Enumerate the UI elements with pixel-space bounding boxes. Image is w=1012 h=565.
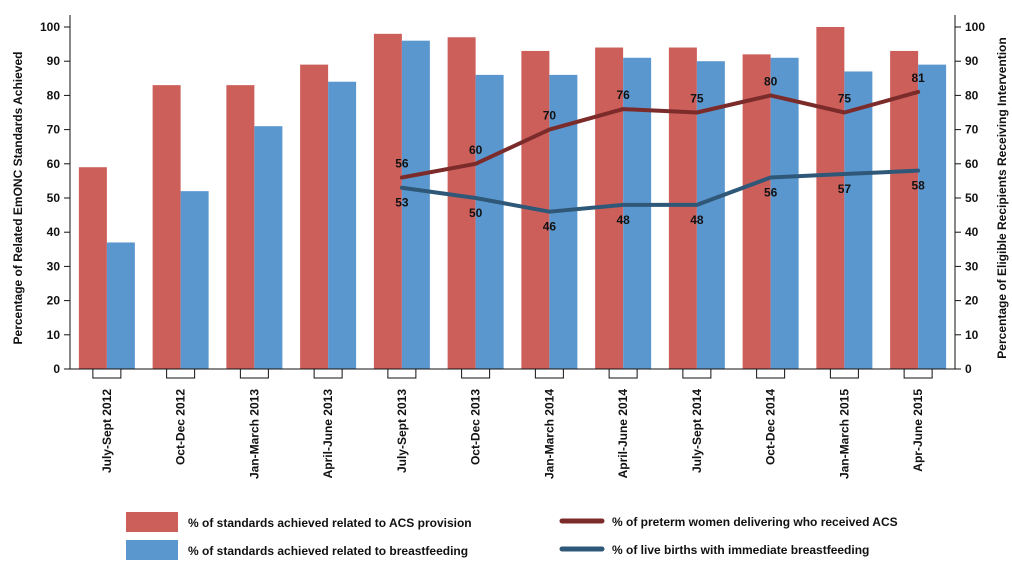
breastfeeding-standards-bar: [180, 191, 209, 369]
category-label: Oct-Dec 2013: [469, 389, 483, 465]
legend-breastfeeding-standards-swatch: [126, 540, 178, 560]
category-tick-bracket: [829, 369, 859, 379]
acs-received-line: [399, 89, 921, 180]
category-tick-bracket: [756, 369, 786, 379]
right-tick-label: 70: [965, 123, 979, 137]
acs-standards-bar: [300, 64, 329, 370]
category-label: Jan-March 2013: [247, 389, 261, 479]
left-tick-label: 100: [40, 20, 60, 34]
breastfeeding-data-label: 48: [616, 213, 630, 227]
acs-received-data-label: 76: [616, 88, 630, 102]
breastfeeding-standards-bar: [401, 40, 430, 370]
category-tick-bracket: [387, 369, 417, 379]
category-tick-bracket: [608, 369, 638, 379]
breastfeeding-standards-bar: [475, 74, 504, 369]
category-label: July-Sept 2012: [100, 389, 114, 473]
acs-standards-bar: [742, 54, 771, 370]
left-tick-label: 10: [47, 328, 61, 342]
right-tick-label: 50: [965, 191, 979, 205]
breastfeeding-standards-bar: [770, 57, 799, 369]
acs-standards-bar: [373, 33, 402, 370]
right-tick-label: 90: [965, 54, 979, 68]
left-tick-label: 0: [53, 362, 60, 376]
legend: % of standards achieved related to ACS p…: [126, 512, 898, 560]
left-tick-label: 60: [47, 157, 61, 171]
category-tick-bracket: [682, 369, 712, 379]
lines-layer: [399, 89, 921, 214]
breastfeeding-data-label: 48: [690, 213, 704, 227]
acs-standards-bar: [226, 85, 255, 369]
right-tick-label: 0: [965, 362, 972, 376]
category-label: Oct-Dec 2014: [764, 389, 778, 465]
left-tick-label: 30: [47, 259, 61, 273]
left-tick-label: 80: [47, 88, 61, 102]
left-tick-label: 50: [47, 191, 61, 205]
breastfeeding-data-label: 53: [395, 196, 409, 210]
acs-standards-bar: [816, 27, 845, 369]
right-tick-label: 20: [965, 294, 979, 308]
category-label: July-Sept 2014: [690, 389, 704, 473]
category-tick-bracket: [166, 369, 196, 379]
legend-acs-standards-swatch: [126, 512, 178, 532]
breastfeeding-standards-bar: [106, 242, 135, 369]
category-label: Oct-Dec 2012: [174, 389, 188, 465]
right-tick-label: 60: [965, 157, 979, 171]
breastfeeding-standards-bar: [328, 81, 357, 369]
right-tick-label: 10: [965, 328, 979, 342]
breastfeeding-standards-bar: [844, 71, 873, 370]
category-label: July-Sept 2013: [395, 389, 409, 473]
left-tick-label: 90: [47, 54, 61, 68]
category-label: Jan-March 2014: [542, 389, 556, 479]
category-tick-bracket: [92, 369, 122, 379]
right-tick-label: 40: [965, 225, 979, 239]
breastfeeding-data-label: 58: [911, 179, 925, 193]
y2-axis-title: Percentage of Eligible Recipients Receiv…: [995, 37, 1009, 358]
acs-received-data-label: 60: [469, 143, 483, 157]
category-label: April-June 2014: [616, 389, 630, 479]
acs-received-data-label: 81: [911, 71, 925, 85]
category-tick-bracket: [239, 369, 269, 379]
category-tick-bracket: [903, 369, 933, 379]
breastfeeding-data-label: 50: [469, 206, 483, 220]
breastfeeding-standards-bar: [254, 126, 283, 370]
breastfeeding-data-label: 56: [764, 185, 778, 199]
legend-breastfeeding-standards-label: % of standards achieved related to breas…: [188, 544, 468, 558]
right-tick-label: 30: [965, 259, 979, 273]
category-tick-bracket: [461, 369, 491, 379]
breastfeeding-standards-bar: [918, 64, 947, 370]
legend-immediate-breastfeeding-label: % of live births with immediate breastfe…: [612, 543, 869, 557]
left-tick-label: 40: [47, 225, 61, 239]
acs-standards-bar: [152, 85, 181, 369]
acs-standards-bar: [890, 50, 919, 369]
category-label: Apr-June 2015: [911, 389, 925, 472]
axes-layer: 0 0 10 10 20 20 30 30 40 40 50 50 60 60 70 70 80 80 90 90 10…: [11, 15, 1009, 479]
category-label: April-June 2013: [321, 389, 335, 479]
acs-received-data-label: 75: [838, 92, 852, 106]
y-axis-title: Percentage of Related EmONC Standards Ac…: [11, 52, 25, 345]
category-tick-bracket: [534, 369, 564, 379]
legend-acs-standards-label: % of standards achieved related to ACS p…: [188, 516, 472, 530]
labels-layer: 56 60 70 76 75 80 75 81 53 50 46 48 48 56 57 58: [395, 71, 925, 234]
immediate-breastfeeding-line: [399, 168, 921, 214]
right-tick-label: 80: [965, 88, 979, 102]
bars-layer: [78, 27, 947, 370]
breastfeeding-data-label: 57: [838, 182, 852, 196]
left-tick-label: 20: [47, 294, 61, 308]
left-tick-label: 70: [47, 123, 61, 137]
acs-received-data-label: 80: [764, 74, 778, 88]
acs-standards-bar: [668, 47, 697, 370]
acs-received-data-label: 75: [690, 92, 704, 106]
legend-acs-received-label: % of preterm women delivering who receiv…: [612, 515, 898, 529]
category-label: Jan-March 2015: [837, 389, 851, 479]
acs-received-data-label: 56: [395, 156, 409, 170]
acs-received-data-label: 70: [543, 109, 557, 123]
acs-standards-bar: [447, 37, 476, 369]
category-tick-bracket: [313, 369, 343, 379]
acs-standards-bar: [78, 167, 107, 369]
right-tick-label: 100: [965, 20, 985, 34]
breastfeeding-data-label: 46: [543, 220, 557, 234]
